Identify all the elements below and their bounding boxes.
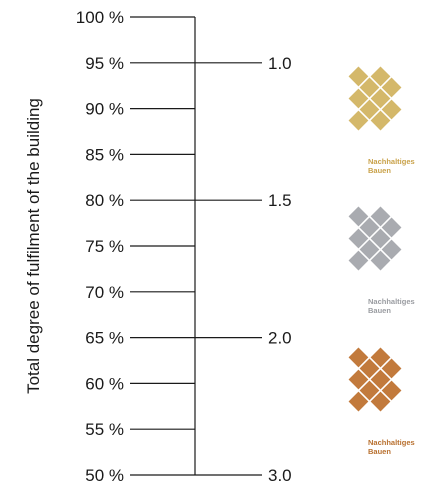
badge-caption-line1: Nachhaltiges [368, 297, 415, 306]
percent-tick-label: 90 % [85, 100, 124, 119]
nachhaltiges-bauen-logo-icon [348, 66, 402, 131]
badges: NachhaltigesBauenNachhaltigesBauenNachha… [348, 66, 415, 456]
percent-tick-label: 75 % [85, 237, 124, 256]
badge-caption-line2: Bauen [368, 166, 391, 175]
badge-caption-line1: Nachhaltiges [368, 438, 415, 447]
badge-caption-line1: Nachhaltiges [368, 157, 415, 166]
grade-marks: 1.0 1.5 2.0 3.0 [195, 54, 292, 485]
badge-caption-line2: Bauen [368, 447, 391, 456]
axis-title-group: Total degree of fulfilment of the buildi… [24, 98, 43, 394]
nachhaltiges-bauen-logo-icon [348, 206, 402, 271]
percent-tick-label: 70 % [85, 283, 124, 302]
grade-label: 3.0 [268, 466, 292, 485]
percent-tick-label: 85 % [85, 145, 124, 164]
percent-tick-label: 95 % [85, 54, 124, 73]
percent-tick-label: 100 % [76, 8, 124, 27]
nachhaltiges-bauen-logo-icon [348, 347, 402, 412]
percent-tick-label: 65 % [85, 329, 124, 348]
percent-tick-label: 60 % [85, 374, 124, 393]
percent-tick-label: 50 % [85, 466, 124, 485]
percent-tick-label: 80 % [85, 191, 124, 210]
grade-label: 1.5 [268, 191, 292, 210]
grade-label: 1.0 [268, 54, 292, 73]
grade-label: 2.0 [268, 329, 292, 348]
badge-caption-line2: Bauen [368, 306, 391, 315]
percent-tick-label: 55 % [85, 420, 124, 439]
percent-ticks: 100 % 95 % 90 % 85 % 80 % 75 % 70 % 65 % 60 % 55 … [76, 8, 195, 485]
axis-title: Total degree of fulfilment of the buildi… [24, 98, 43, 394]
